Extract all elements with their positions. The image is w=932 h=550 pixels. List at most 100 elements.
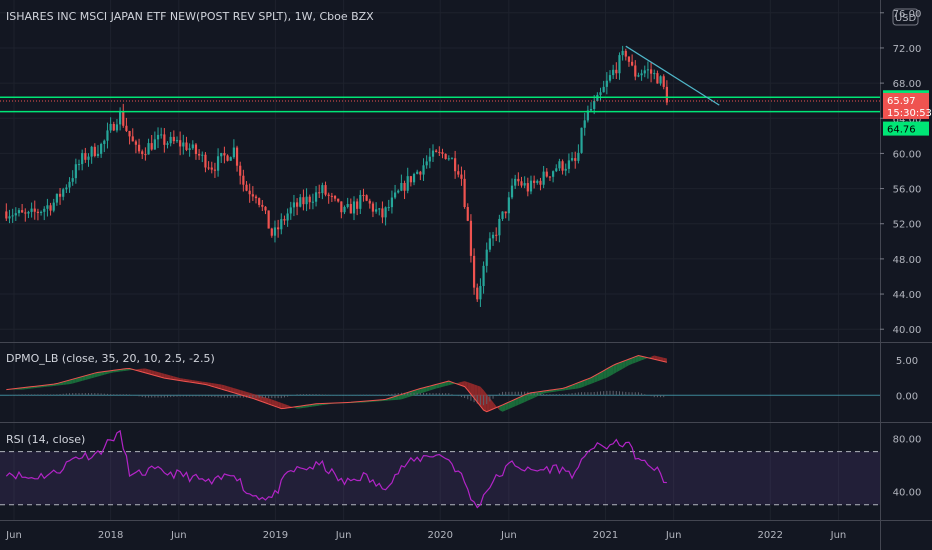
candle-up: [491, 234, 495, 239]
price-label-box[interactable]: [883, 92, 929, 107]
price-pane[interactable]: [0, 45, 880, 307]
candle-up: [570, 158, 574, 161]
dpmo-fill: [426, 386, 430, 392]
dpmo-fill: [410, 390, 415, 397]
candle-up: [229, 157, 232, 161]
candle-down: [137, 144, 141, 152]
price-tick-label: 64.00: [893, 114, 922, 125]
dpmo-fill: [609, 365, 614, 376]
candle-down: [324, 185, 327, 195]
x-axis[interactable]: Jun 2018 Jun 2019 Jun 2020 Jun 2021 Jun 2022 Jun: [5, 530, 846, 541]
candle-up: [55, 193, 58, 203]
y-axis[interactable]: 76.00 72.00 68.00 64.00 60.00 56.00 52.00 48.00…: [880, 9, 932, 499]
dpmo-fill: [613, 363, 617, 375]
candle-up: [103, 140, 106, 144]
candle-down: [242, 175, 245, 185]
dpmo-pane[interactable]: [0, 354, 880, 413]
dpmo-fill: [151, 370, 155, 376]
dpmo-fill: [227, 386, 231, 392]
candle-up: [87, 156, 90, 160]
candle-up: [286, 213, 289, 221]
dpmo-fill: [82, 375, 86, 381]
candle-down: [472, 255, 476, 288]
candle-up: [106, 130, 109, 141]
candle-down: [5, 211, 8, 219]
candle-down: [49, 205, 52, 211]
candle-down: [251, 194, 254, 197]
candle-down: [131, 136, 134, 142]
candle-up: [90, 146, 93, 157]
dpmo-fill: [75, 377, 80, 383]
candle-down: [656, 73, 659, 84]
candle-up: [637, 75, 640, 77]
candle-up: [564, 168, 567, 171]
candle-up: [602, 86, 605, 93]
dpmo-main-line[interactable]: [6, 354, 668, 413]
rsi-pane[interactable]: [0, 429, 880, 509]
candle-down: [93, 146, 96, 156]
candle-down: [662, 76, 665, 87]
time-tick-label: 2022: [758, 530, 783, 541]
candle-down: [248, 190, 251, 195]
dpmo-fill: [252, 393, 257, 400]
trend-line[interactable]: [625, 45, 720, 106]
candle-up: [612, 69, 615, 76]
candle-down: [144, 154, 147, 156]
dpmo-fill: [654, 355, 658, 361]
dpmo-fill: [657, 356, 661, 361]
candle-down: [337, 198, 340, 202]
candle-down: [381, 208, 384, 218]
price-tick-label: 40.00: [893, 325, 922, 336]
dpmo-fill: [524, 393, 528, 403]
candle-up: [220, 153, 223, 157]
candle-up: [343, 206, 346, 213]
rsi-line[interactable]: [5, 429, 667, 509]
candle-down: [371, 203, 375, 212]
dpmo-tick-label: 5.00: [896, 356, 918, 367]
candle-down: [33, 208, 36, 212]
time-tick-label: 2020: [427, 530, 452, 541]
dpmo-fill: [404, 392, 408, 399]
time-tick-label: Jun: [500, 530, 517, 541]
currency-badge[interactable]: USD: [892, 8, 919, 26]
dpmo-fill: [148, 369, 152, 375]
candle-up: [359, 194, 362, 209]
dpmo-fill: [581, 380, 585, 388]
candle-up: [406, 176, 409, 191]
candle-down: [356, 201, 359, 209]
dpmo-fill: [638, 355, 642, 362]
candle-up: [314, 192, 318, 202]
candle-down: [533, 180, 536, 183]
dpmo-fill: [94, 372, 98, 378]
price-tick-label: 68.00: [893, 79, 922, 90]
price-label-box[interactable]: [883, 104, 929, 119]
candle-up: [431, 150, 435, 157]
candle-up: [65, 187, 68, 190]
candle-down: [185, 142, 188, 150]
candle-up: [479, 286, 482, 300]
candle-up: [589, 108, 593, 111]
candle-up: [46, 205, 49, 209]
candle-up: [30, 208, 33, 212]
dpmo-fill: [505, 402, 509, 411]
rsi-indicator-title[interactable]: RSI (14, close): [6, 433, 85, 446]
candle-down: [444, 153, 447, 159]
candle-down: [469, 220, 473, 256]
dpmo-indicator-title[interactable]: DPMO_LB (close, 35, 20, 10, 2.5, -2.5): [6, 352, 215, 365]
candle-down: [308, 196, 311, 203]
candle-down: [327, 194, 330, 196]
candle-down: [365, 195, 368, 201]
candle-down: [204, 154, 207, 168]
candle-down: [134, 141, 138, 145]
dpmo-fill: [480, 386, 484, 411]
price-tick-label: 48.00: [893, 255, 922, 266]
candle-down: [403, 182, 406, 191]
candle-down: [270, 228, 273, 236]
price-label-box[interactable]: [883, 121, 929, 136]
dpmo-fill: [591, 375, 595, 384]
dpmo-fill: [256, 394, 260, 401]
candle-up: [390, 197, 394, 208]
